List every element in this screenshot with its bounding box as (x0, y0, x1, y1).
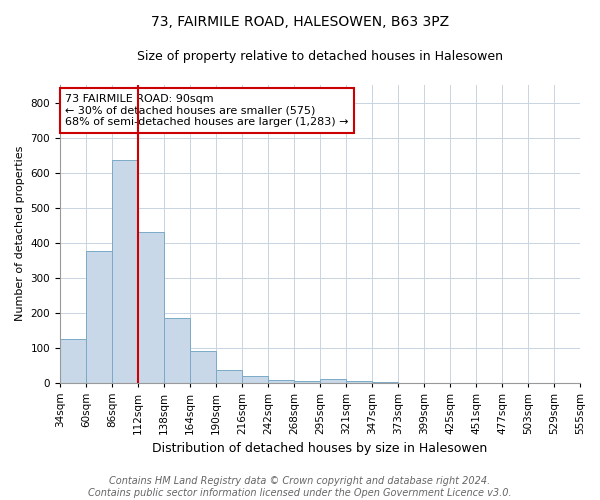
Bar (138, 232, 164, 382)
Text: Contains HM Land Registry data © Crown copyright and database right 2024.
Contai: Contains HM Land Registry data © Crown c… (88, 476, 512, 498)
Bar (268, 380, 294, 382)
Y-axis label: Number of detached properties: Number of detached properties (15, 146, 25, 322)
Bar (86, 252, 112, 382)
Bar (190, 351, 216, 382)
Title: Size of property relative to detached houses in Halesowen: Size of property relative to detached ho… (137, 50, 503, 63)
Text: 73 FAIRMILE ROAD: 90sqm
← 30% of detached houses are smaller (575)
68% of semi-d: 73 FAIRMILE ROAD: 90sqm ← 30% of detache… (65, 94, 349, 127)
Bar (320, 379, 346, 382)
Text: 73, FAIRMILE ROAD, HALESOWEN, B63 3PZ: 73, FAIRMILE ROAD, HALESOWEN, B63 3PZ (151, 15, 449, 29)
Bar (346, 381, 372, 382)
Bar (60, 339, 86, 382)
Bar (164, 318, 190, 382)
Bar (112, 160, 138, 382)
X-axis label: Distribution of detached houses by size in Halesowen: Distribution of detached houses by size … (152, 442, 488, 455)
Bar (216, 370, 242, 382)
Bar (242, 376, 268, 382)
Bar (294, 381, 320, 382)
